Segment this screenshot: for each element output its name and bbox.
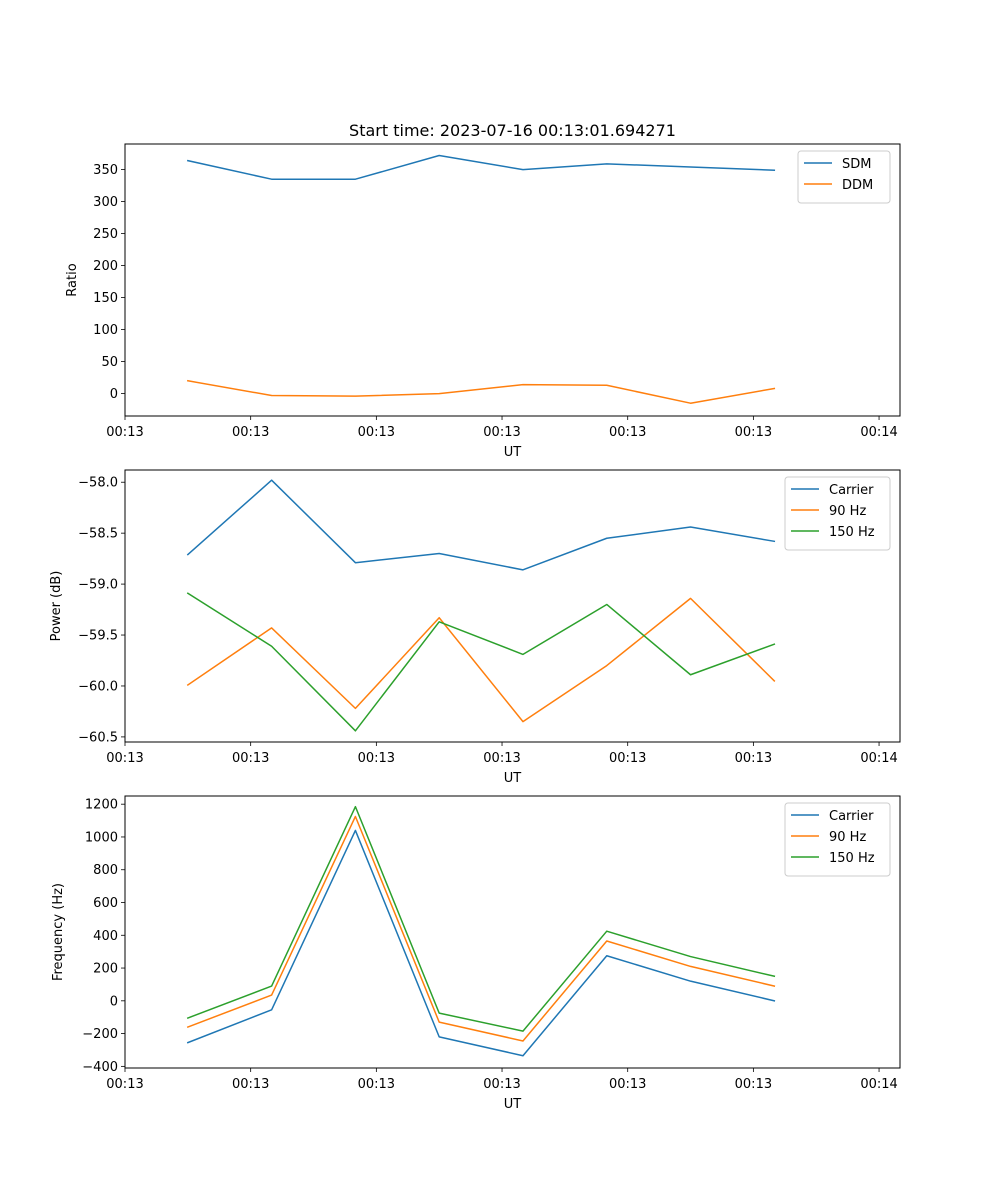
y-axis-label: Ratio bbox=[65, 263, 80, 296]
series-line-150-hz bbox=[186, 805, 776, 1032]
x-tick-label: 00:13 bbox=[483, 425, 520, 440]
x-tick-label: 00:13 bbox=[106, 1077, 143, 1092]
legend-label: Carrier bbox=[829, 809, 874, 824]
legend-label: 150 Hz bbox=[829, 525, 875, 540]
series-line-ddm bbox=[186, 379, 776, 404]
legend: Carrier 90 Hz 150 Hz bbox=[784, 476, 891, 551]
y-tick-label: 0 bbox=[110, 994, 118, 1009]
y-tick-label: 0 bbox=[110, 387, 118, 402]
y-tick-label: −58.0 bbox=[78, 476, 118, 491]
legend: SDM DDM bbox=[797, 150, 891, 204]
x-axis-label: UT bbox=[504, 771, 522, 786]
chart-title: Start time: 2023-07-16 00:13:01.694271 bbox=[349, 121, 676, 140]
x-tick-label: 00:14 bbox=[860, 425, 897, 440]
x-tick-label: 00:13 bbox=[106, 425, 143, 440]
y-tick-label: 400 bbox=[93, 929, 118, 944]
x-tick-label: 00:13 bbox=[232, 1077, 269, 1092]
y-tick-label: 800 bbox=[93, 863, 118, 878]
y-tick-label: 200 bbox=[93, 259, 118, 274]
x-tick-label: 00:14 bbox=[860, 1077, 897, 1092]
y-tick-label: 600 bbox=[93, 896, 118, 911]
y-tick-label: 50 bbox=[101, 355, 118, 370]
series-line-sdm bbox=[186, 154, 776, 180]
series-line-carrier bbox=[186, 829, 776, 1057]
x-tick-label: 00:13 bbox=[358, 425, 395, 440]
legend-label: DDM bbox=[842, 178, 873, 193]
x-tick-label: 00:13 bbox=[735, 751, 772, 766]
x-tick-label: 00:13 bbox=[609, 425, 646, 440]
axes-frame bbox=[124, 795, 901, 1069]
subplot-1: 00:13 00:13 00:13 00:13 00:13 00:13 00:14 0 50 10… bbox=[65, 121, 901, 460]
y-tick-label: 1200 bbox=[85, 798, 118, 813]
x-tick-label: 00:13 bbox=[483, 751, 520, 766]
x-tick-label: 00:13 bbox=[232, 425, 269, 440]
x-tick-label: 00:13 bbox=[609, 1077, 646, 1092]
x-axis-label: UT bbox=[504, 445, 522, 460]
legend-label: SDM bbox=[842, 157, 871, 172]
y-tick-label: −58.5 bbox=[78, 527, 118, 542]
legend: Carrier 90 Hz 150 Hz bbox=[784, 802, 891, 877]
subplot-3: 00:13 00:13 00:13 00:13 00:13 00:13 00:14 −400 −… bbox=[51, 795, 901, 1112]
y-axis-label: Frequency (Hz) bbox=[51, 883, 66, 981]
y-tick-label: −59.0 bbox=[78, 578, 118, 593]
y-tick-label: 250 bbox=[93, 227, 118, 242]
x-tick-label: 00:13 bbox=[735, 1077, 772, 1092]
x-tick-label: 00:13 bbox=[609, 751, 646, 766]
y-tick-label: 150 bbox=[93, 291, 118, 306]
y-tick-label: 1000 bbox=[85, 830, 118, 845]
series-line-150-hz bbox=[186, 592, 776, 732]
x-tick-label: 00:14 bbox=[860, 751, 897, 766]
legend-label: Carrier bbox=[829, 483, 874, 498]
x-tick-label: 00:13 bbox=[106, 751, 143, 766]
x-axis-label: UT bbox=[504, 1097, 522, 1112]
legend-label: 90 Hz bbox=[829, 504, 866, 519]
y-tick-label: 200 bbox=[93, 962, 118, 977]
x-tick-label: 00:13 bbox=[232, 751, 269, 766]
legend-label: 150 Hz bbox=[829, 851, 875, 866]
series-line-90-hz bbox=[186, 597, 776, 723]
x-tick-label: 00:13 bbox=[735, 425, 772, 440]
legend-box bbox=[797, 150, 891, 204]
y-tick-label: 100 bbox=[93, 323, 118, 338]
x-tick-label: 00:13 bbox=[483, 1077, 520, 1092]
y-axis-label: Power (dB) bbox=[49, 571, 64, 642]
series-line-carrier bbox=[186, 479, 776, 571]
y-tick-label: −400 bbox=[82, 1060, 118, 1075]
series-line-90-hz bbox=[186, 815, 776, 1042]
y-tick-label: 350 bbox=[93, 163, 118, 178]
y-tick-label: −60.0 bbox=[78, 679, 118, 694]
x-tick-label: 00:13 bbox=[358, 751, 395, 766]
y-tick-label: −60.5 bbox=[78, 730, 118, 745]
axes-frame bbox=[124, 469, 901, 743]
legend-label: 90 Hz bbox=[829, 830, 866, 845]
axes-frame bbox=[124, 143, 901, 417]
x-tick-label: 00:13 bbox=[358, 1077, 395, 1092]
y-tick-label: −200 bbox=[82, 1027, 118, 1042]
y-tick-label: −59.5 bbox=[78, 629, 118, 644]
y-tick-label: 300 bbox=[93, 195, 118, 210]
subplot-2: 00:13 00:13 00:13 00:13 00:13 00:13 00:14 −60.5… bbox=[49, 469, 901, 786]
